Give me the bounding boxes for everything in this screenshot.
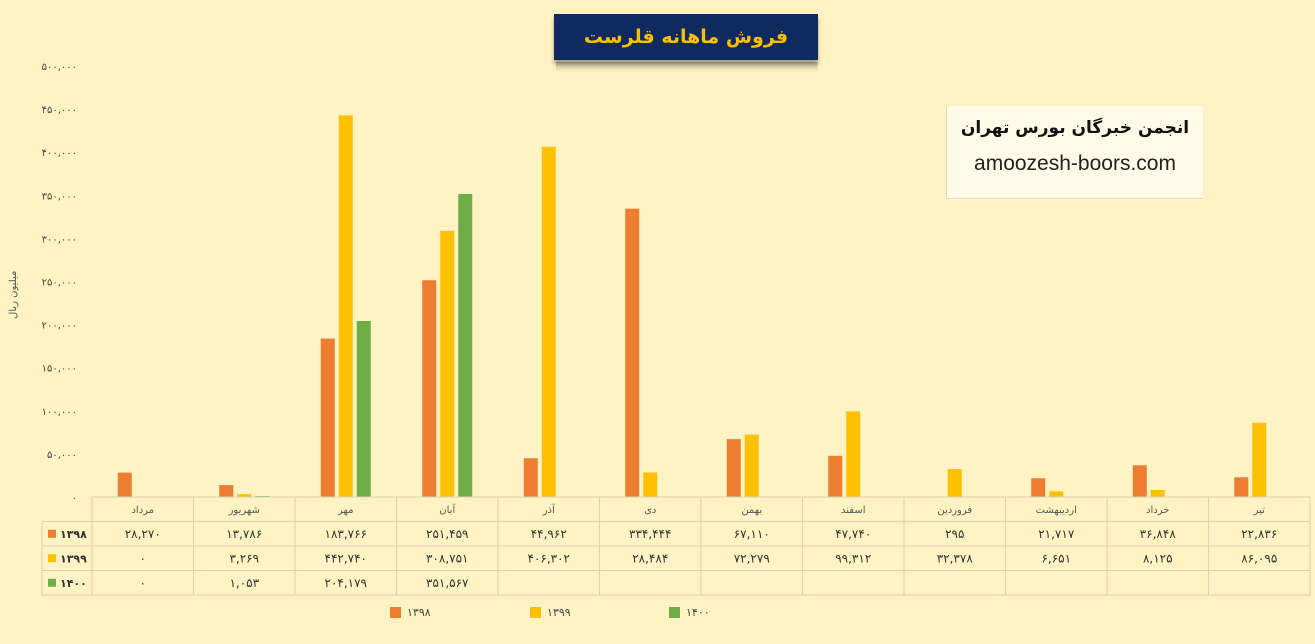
- category-label: مهر: [337, 505, 353, 516]
- y-tick-label: ۰: [72, 493, 77, 504]
- data-label: ۲۰۴,۱۷۹: [325, 576, 368, 590]
- bar: [846, 411, 861, 497]
- y-tick-label: ۱۰۰,۰۰۰: [42, 407, 77, 418]
- org-name: انجمن خبرگان بورس تهران: [960, 118, 1190, 138]
- data-label: ۴۴۲,۷۴۰: [325, 551, 368, 565]
- category-label: آذر: [542, 503, 556, 516]
- bar: [643, 472, 658, 497]
- table-series-name: ۱۳۹۹: [60, 552, 87, 565]
- y-tick-label: ۵۰,۰۰۰: [47, 450, 77, 461]
- category-label: دی: [644, 505, 656, 516]
- data-label: ۲۸,۴۸۴: [632, 551, 668, 565]
- data-label: ۱۸۳,۷۶۶: [325, 527, 368, 541]
- y-tick-label: ۲۰۰,۰۰۰: [42, 321, 77, 332]
- bar: [625, 208, 640, 497]
- y-tick-label: ۴۵۰,۰۰۰: [42, 105, 77, 116]
- table-series-name: ۱۳۹۸: [60, 528, 87, 541]
- bar: [219, 485, 234, 497]
- data-label: ۳۳۴,۴۴۴: [629, 527, 672, 541]
- table-series-name: ۱۴۰۰: [60, 577, 87, 590]
- data-label: ۲۹۵: [945, 527, 964, 541]
- bar: [1234, 477, 1249, 497]
- data-label: ۴۴,۹۶۲: [531, 527, 567, 541]
- y-tick-label: ۳۵۰,۰۰۰: [42, 191, 77, 202]
- chart-title: فروش ماهانه قلرست: [554, 14, 818, 60]
- y-tick-label: ۲۵۰,۰۰۰: [42, 278, 77, 289]
- data-label: ۱,۰۵۳: [229, 576, 259, 590]
- table-legend-key: [48, 578, 56, 587]
- category-label: آبان: [439, 503, 456, 516]
- bar: [1132, 465, 1147, 497]
- bar: [1252, 422, 1267, 497]
- data-label: ۴۷,۷۴۰: [835, 527, 871, 541]
- data-label: ۰: [140, 551, 146, 565]
- bar: [744, 434, 759, 497]
- y-tick-label: ۱۵۰,۰۰۰: [42, 364, 77, 375]
- bar: [440, 230, 455, 498]
- data-label: ۸,۱۲۵: [1143, 551, 1173, 565]
- data-label: ۷۲,۲۷۹: [734, 551, 770, 565]
- category-label: فروردین: [937, 505, 972, 516]
- legend-swatch: [669, 607, 680, 618]
- bar: [320, 338, 335, 497]
- data-label: ۱۳,۷۸۶: [226, 527, 262, 541]
- bar: [422, 280, 437, 497]
- bar: [523, 458, 538, 497]
- data-label: ۳۶,۸۴۸: [1140, 527, 1177, 541]
- bar: [1150, 489, 1165, 497]
- data-label: ۸۶,۰۹۵: [1241, 551, 1277, 565]
- bar: [338, 115, 353, 497]
- bar: [458, 193, 473, 497]
- bar: [1049, 491, 1064, 497]
- y-tick-label: ۳۰۰,۰۰۰: [42, 234, 77, 245]
- title-shadow: [556, 62, 818, 72]
- category-label: بهمن: [741, 505, 762, 516]
- data-label: ۹۹,۳۱۲: [835, 551, 871, 565]
- bar: [726, 439, 741, 497]
- data-label: ۳۰۸,۷۵۱: [426, 551, 469, 565]
- data-label: ۳۲,۳۷۸: [937, 551, 974, 565]
- data-label: ۶۷,۱۱۰: [734, 527, 770, 541]
- y-tick-label: ۴۰۰,۰۰۰: [42, 148, 77, 159]
- data-label: ۶,۶۵۱: [1041, 551, 1071, 565]
- data-label: ۳,۲۶۹: [229, 551, 259, 565]
- bar: [356, 320, 371, 497]
- category-label: اردیبهشت: [1036, 505, 1077, 516]
- category-label: مرداد: [131, 505, 154, 516]
- legend-label: ۱۳۹۸: [407, 606, 431, 619]
- bar: [541, 146, 556, 497]
- legend-label: ۱۴۰۰: [686, 606, 710, 619]
- category-label: شهریور: [228, 505, 260, 516]
- data-label: ۲۲,۸۳۶: [1241, 527, 1277, 541]
- bar: [1031, 478, 1046, 497]
- data-label: ۳۵۱,۵۶۷: [426, 576, 469, 590]
- data-label: ۰: [140, 576, 146, 590]
- table-legend-key: [48, 554, 56, 563]
- y-axis-label: میلیون ریال: [8, 270, 19, 320]
- data-label: ۴۰۶,۳۰۲: [528, 551, 571, 565]
- data-label: ۲۵۱,۴۵۹: [426, 527, 469, 541]
- y-tick-label: ۵۰۰,۰۰۰: [42, 62, 77, 73]
- legend-label: ۱۳۹۹: [547, 606, 571, 619]
- bar: [117, 472, 132, 497]
- website-link[interactable]: amoozesh-boors.com: [974, 152, 1176, 175]
- data-label: ۲۸,۲۷۰: [125, 527, 161, 541]
- data-label: ۲۱,۷۱۷: [1038, 527, 1075, 541]
- category-label: اسفند: [841, 505, 865, 516]
- bar: [947, 469, 962, 497]
- category-label: تیر: [1253, 505, 1266, 516]
- legend-swatch: [530, 607, 541, 618]
- table-legend-key: [48, 529, 56, 538]
- bar: [828, 455, 843, 497]
- bar: [237, 494, 252, 497]
- category-label: خرداد: [1146, 505, 1169, 516]
- legend-swatch: [390, 607, 401, 618]
- info-box: انجمن خبرگان بورس تهران amoozesh-boors.c…: [946, 106, 1203, 199]
